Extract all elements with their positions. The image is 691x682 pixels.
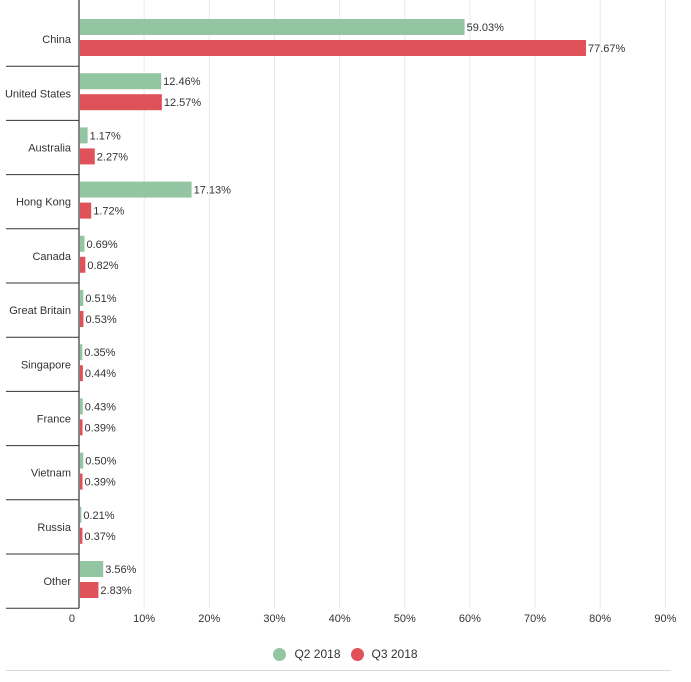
data-label-q2: 0.21% bbox=[83, 510, 114, 522]
category-label: Singapore bbox=[21, 359, 71, 371]
bar-q2 bbox=[80, 290, 84, 306]
bar-q3 bbox=[80, 419, 83, 436]
bar-q2 bbox=[80, 344, 83, 361]
category-label: France bbox=[37, 414, 71, 426]
x-tick-label: 70% bbox=[524, 613, 546, 625]
x-tick-label: 30% bbox=[263, 613, 285, 625]
category-label: United States bbox=[5, 88, 72, 100]
category-label: China bbox=[42, 34, 72, 46]
legend-label-q3: Q3 2018 bbox=[371, 647, 418, 661]
x-tick-label: 60% bbox=[459, 613, 481, 625]
bar-q3 bbox=[80, 365, 83, 382]
x-tick-label: 80% bbox=[589, 613, 611, 625]
x-tick-label: 40% bbox=[329, 613, 351, 625]
bar-q3 bbox=[80, 94, 162, 111]
data-label-q3: 0.44% bbox=[85, 368, 116, 380]
data-label-q2: 1.17% bbox=[90, 130, 121, 142]
x-tick-label: 0 bbox=[69, 613, 75, 625]
data-label-q3: 0.37% bbox=[84, 531, 115, 543]
bar-q3 bbox=[80, 148, 95, 165]
bottom-divider bbox=[6, 670, 671, 671]
legend-marker-q2 bbox=[273, 647, 287, 661]
data-label-q2: 17.13% bbox=[194, 185, 232, 197]
data-label-q2: 59.03% bbox=[467, 22, 505, 34]
data-label-q2: 0.69% bbox=[86, 239, 117, 251]
data-label-q3: 77.67% bbox=[588, 43, 626, 55]
data-label-q3: 12.57% bbox=[164, 97, 202, 109]
bar-q2 bbox=[80, 506, 82, 523]
category-label: Australia bbox=[28, 143, 72, 155]
data-label-q2: 3.56% bbox=[105, 564, 136, 576]
category-label: Great Britain bbox=[9, 305, 71, 317]
bar-q3 bbox=[80, 40, 587, 56]
bar-q3 bbox=[80, 202, 92, 219]
bar-q3 bbox=[80, 582, 99, 598]
chart-legend: Q2 2018 Q3 2018 bbox=[0, 642, 691, 666]
data-label-q2: 0.35% bbox=[84, 347, 115, 359]
category-label: Canada bbox=[32, 251, 71, 263]
data-label-q3: 0.39% bbox=[85, 422, 116, 434]
bar-q2 bbox=[80, 181, 192, 198]
bar-q3 bbox=[80, 527, 83, 544]
bar-q2 bbox=[80, 19, 465, 35]
data-label-q3: 0.53% bbox=[85, 314, 116, 326]
data-label-q3: 0.39% bbox=[85, 477, 116, 489]
category-label: Other bbox=[43, 576, 71, 588]
legend-item-q2[interactable]: Q2 2018 bbox=[273, 647, 341, 661]
data-label-q3: 0.82% bbox=[87, 260, 118, 272]
category-label: Hong Kong bbox=[16, 197, 71, 209]
data-label-q2: 0.51% bbox=[85, 293, 116, 305]
legend-label-q2: Q2 2018 bbox=[294, 647, 341, 661]
bar-q3 bbox=[80, 473, 83, 490]
data-label-q3: 2.27% bbox=[97, 151, 128, 163]
x-tick-label: 50% bbox=[394, 613, 416, 625]
category-label: Russia bbox=[37, 522, 72, 534]
data-label-q3: 1.72% bbox=[93, 206, 124, 218]
bar-q2 bbox=[80, 127, 88, 144]
x-tick-label: 10% bbox=[133, 613, 155, 625]
data-label-q2: 0.50% bbox=[85, 456, 116, 468]
data-label-q3: 2.83% bbox=[100, 585, 131, 597]
bar-q2 bbox=[80, 73, 162, 90]
bar-q3 bbox=[80, 311, 84, 327]
bar-q2 bbox=[80, 235, 85, 252]
legend-marker-q3 bbox=[350, 647, 364, 661]
category-label: Vietnam bbox=[31, 468, 71, 480]
bar-q3 bbox=[80, 256, 86, 273]
x-tick-label: 20% bbox=[198, 613, 220, 625]
bar-chart: 0 10% 20% 30% 40% 50% 60% 70% 80% 90% China 59.03% 7… bbox=[5, 0, 677, 625]
legend-item-q3[interactable]: Q3 2018 bbox=[350, 647, 418, 661]
bar-q2 bbox=[80, 561, 104, 577]
data-label-q2: 12.46% bbox=[163, 76, 201, 88]
bar-q2 bbox=[80, 452, 84, 469]
data-label-q2: 0.43% bbox=[85, 401, 116, 413]
bar-q2 bbox=[80, 398, 83, 415]
x-tick-label: 90% bbox=[654, 613, 676, 625]
